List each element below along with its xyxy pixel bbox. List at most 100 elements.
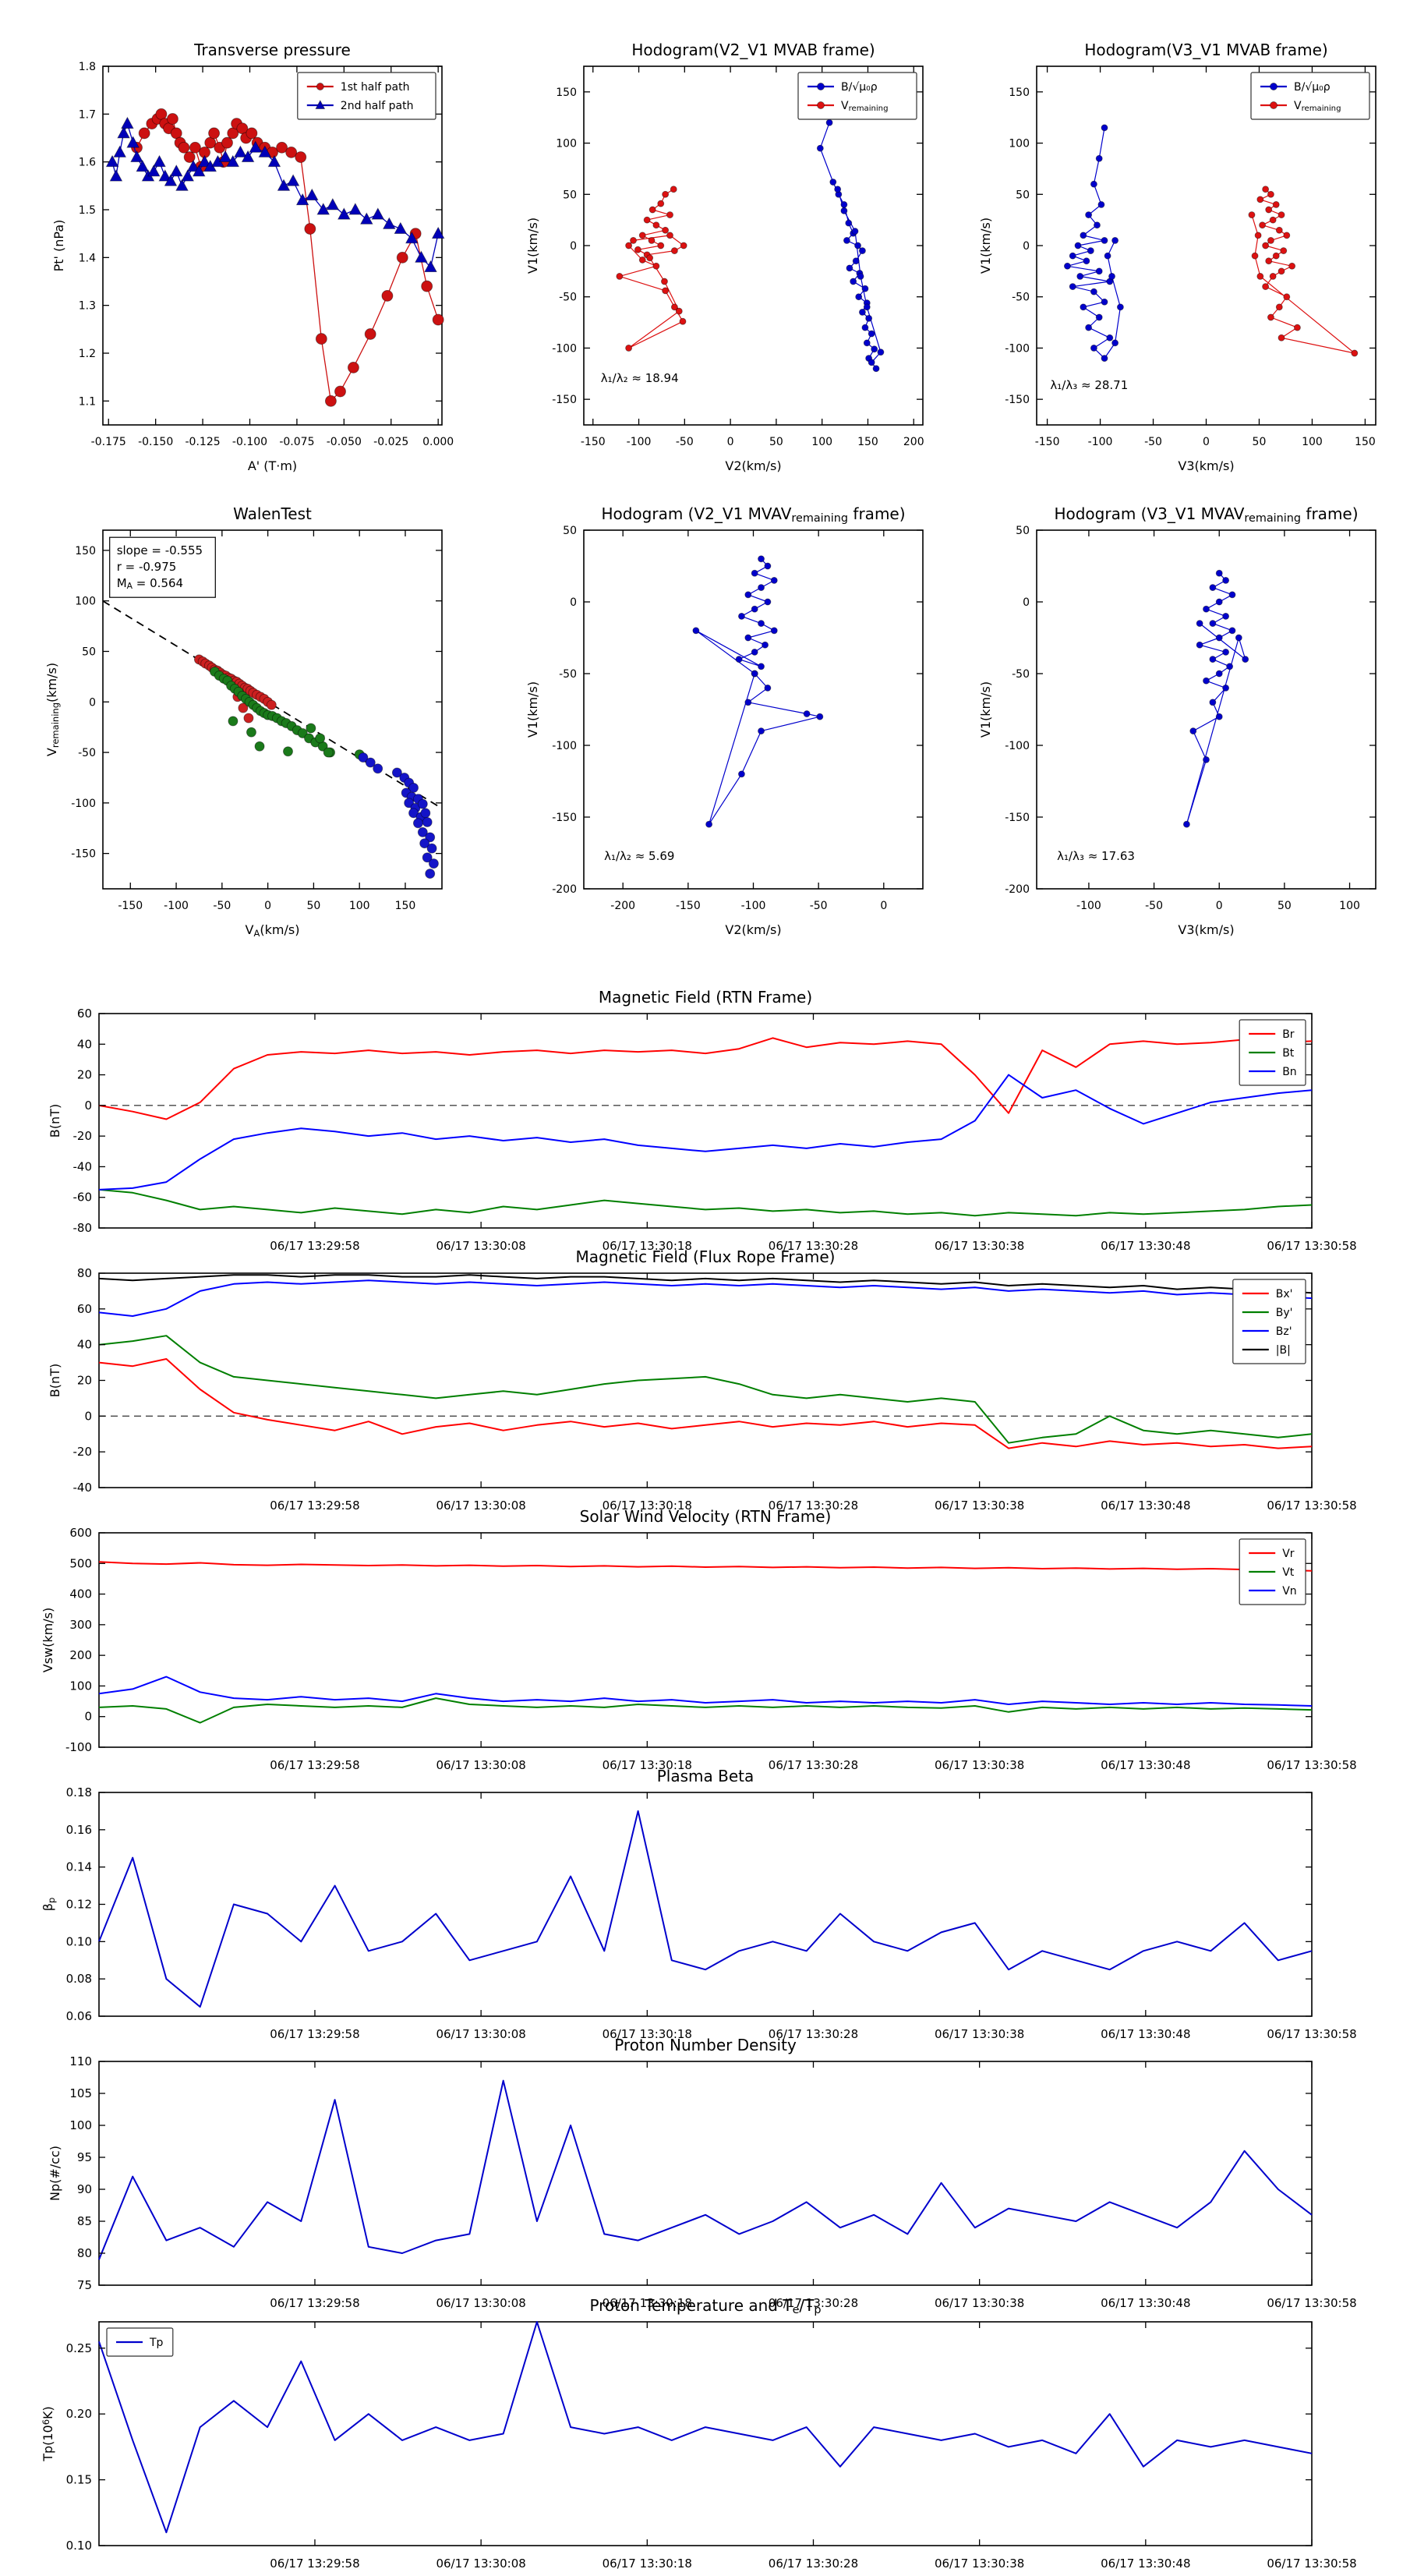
- svg-text:600: 600: [69, 1526, 92, 1540]
- svg-text:-50: -50: [559, 292, 577, 304]
- svg-text:06/17 13:29:58: 06/17 13:29:58: [270, 1239, 359, 1253]
- svg-text:0: 0: [570, 240, 577, 253]
- svg-text:-50: -50: [810, 900, 828, 912]
- svg-text:Bn: Bn: [1282, 1066, 1296, 1078]
- svg-text:Magnetic Field (Flux Rope Fram: Magnetic Field (Flux Rope Frame): [576, 1247, 836, 1266]
- svg-text:-40: -40: [73, 1159, 93, 1173]
- svg-text:V1(km/s): V1(km/s): [978, 681, 993, 738]
- panel-vsw: 06/17 13:29:58 06/17 13:30:08 06/17 13:30:…: [41, 1507, 1357, 1772]
- svg-text:100: 100: [1009, 138, 1030, 150]
- svg-text:-0.025: -0.025: [373, 436, 408, 448]
- panel-b-rtn: 06/17 13:29:58 06/17 13:30:08 06/17 13:30:…: [48, 988, 1357, 1253]
- svg-text:06/17 13:30:18: 06/17 13:30:18: [603, 1239, 692, 1253]
- svg-text:80: 80: [77, 2246, 92, 2260]
- svg-text:V1(km/s): V1(km/s): [978, 218, 993, 274]
- svg-text:0: 0: [84, 1099, 92, 1113]
- svg-text:V2(km/s): V2(km/s): [725, 458, 781, 473]
- svg-text:06/17 13:30:18: 06/17 13:30:18: [603, 2557, 692, 2571]
- svg-text:Hodogram(V3_V1 MVAB frame): Hodogram(V3_V1 MVAB frame): [1084, 41, 1327, 59]
- svg-text:50: 50: [306, 900, 320, 912]
- svg-text:0: 0: [1203, 436, 1210, 448]
- svg-text:Hodogram (V2_V1 MVAVremaining: Hodogram (V2_V1 MVAVremaining frame): [601, 504, 905, 525]
- svg-text:06/17 13:30:08: 06/17 13:30:08: [436, 2557, 525, 2571]
- svg-text:-50: -50: [1012, 292, 1030, 304]
- svg-text:06/17 13:30:48: 06/17 13:30:48: [1101, 1239, 1190, 1253]
- svg-text:06/17 13:30:48: 06/17 13:30:48: [1101, 2296, 1190, 2310]
- svg-text:150: 150: [395, 900, 416, 912]
- svg-text:-50: -50: [1144, 436, 1162, 448]
- svg-text:-100: -100: [552, 740, 577, 752]
- panel-hodogram-v2v1-mvab: -150 -100 -50 0 50 100 150 200 -150 -100 -50 0 50 100…: [525, 41, 924, 473]
- svg-text:300: 300: [69, 1618, 92, 1632]
- svg-text:06/17 13:30:28: 06/17 13:30:28: [769, 1758, 858, 1772]
- svg-text:06/17 13:30:08: 06/17 13:30:08: [436, 1758, 525, 1772]
- svg-text:VA(km/s): VA(km/s): [246, 922, 300, 939]
- svg-text:B/√μ₀ρ: B/√μ₀ρ: [1294, 81, 1331, 94]
- svg-text:Vt: Vt: [1282, 1566, 1295, 1579]
- panel-hodogram-v3v1-mvav: -100 -50 0 50 100 -200 -150 -100 -50 0 50 Hodogram …: [978, 504, 1376, 937]
- svg-text:105: 105: [69, 2086, 92, 2100]
- svg-text:-150: -150: [1005, 394, 1030, 406]
- svg-text:Bt: Bt: [1282, 1047, 1295, 1060]
- svg-text:20: 20: [77, 1374, 92, 1388]
- svg-text:06/17 13:30:48: 06/17 13:30:48: [1101, 2557, 1190, 2571]
- svg-text:V3(km/s): V3(km/s): [1178, 458, 1234, 473]
- svg-text:Vn: Vn: [1282, 1585, 1296, 1598]
- svg-text:06/17 13:30:08: 06/17 13:30:08: [436, 2027, 525, 2041]
- svg-text:06/17 13:30:18: 06/17 13:30:18: [603, 1499, 692, 1513]
- panel-beta: 06/17 13:29:58 06/17 13:30:08 06/17 13:30:…: [41, 1767, 1357, 2041]
- svg-text:06/17 13:30:18: 06/17 13:30:18: [603, 2296, 692, 2310]
- svg-text:-150: -150: [71, 848, 96, 861]
- svg-text:-100: -100: [741, 900, 766, 912]
- panel-tp: 06/17 13:29:58 06/17 13:30:08 06/17 13:30:…: [41, 2296, 1357, 2571]
- svg-text:150: 150: [556, 87, 577, 99]
- svg-text:200: 200: [69, 1648, 92, 1662]
- svg-text:V1(km/s): V1(km/s): [525, 681, 540, 738]
- svg-text:-0.125: -0.125: [186, 436, 221, 448]
- svg-text:Vsw(km/s): Vsw(km/s): [41, 1608, 55, 1672]
- svg-text:100: 100: [349, 900, 370, 912]
- svg-text:06/17 13:30:08: 06/17 13:30:08: [436, 1499, 525, 1513]
- svg-text:50: 50: [1016, 189, 1030, 201]
- svg-text:150: 150: [75, 545, 96, 557]
- svg-text:-150: -150: [552, 394, 577, 406]
- svg-text:0: 0: [1216, 900, 1223, 912]
- svg-text:0.15: 0.15: [66, 2473, 92, 2487]
- svg-text:βp: βp: [41, 1898, 57, 1912]
- svg-text:Solar Wind Velocity (RTN Frame: Solar Wind Velocity (RTN Frame): [580, 1507, 832, 1526]
- svg-text:0.25: 0.25: [66, 2341, 92, 2355]
- svg-text:Tp(106K): Tp(106K): [41, 2406, 55, 2462]
- svg-text:|B|: |B|: [1276, 1344, 1291, 1357]
- svg-text:06/17 13:30:38: 06/17 13:30:38: [935, 2027, 1024, 2041]
- svg-text:150: 150: [1355, 436, 1376, 448]
- svg-text:Br: Br: [1282, 1028, 1295, 1041]
- svg-text:Tp: Tp: [149, 2337, 164, 2349]
- svg-text:0.12: 0.12: [66, 1898, 92, 1912]
- svg-text:V1(km/s): V1(km/s): [525, 218, 540, 274]
- svg-text:0.10: 0.10: [66, 2539, 92, 2553]
- svg-text:slope = -0.555: slope = -0.555: [117, 543, 203, 557]
- svg-text:0: 0: [84, 1409, 92, 1423]
- svg-text:95: 95: [77, 2150, 92, 2164]
- svg-text:-0.075: -0.075: [279, 436, 314, 448]
- svg-text:-50: -50: [1145, 900, 1163, 912]
- svg-text:06/17 13:29:58: 06/17 13:29:58: [270, 2296, 359, 2310]
- svg-text:60: 60: [77, 1007, 92, 1021]
- svg-text:Plasma Beta: Plasma Beta: [657, 1767, 755, 1785]
- svg-text:100: 100: [1302, 436, 1323, 448]
- svg-text:1.2: 1.2: [79, 348, 96, 360]
- svg-text:0: 0: [89, 696, 96, 709]
- svg-text:-200: -200: [610, 900, 635, 912]
- svg-text:Vr: Vr: [1282, 1548, 1295, 1560]
- svg-text:06/17 13:30:28: 06/17 13:30:28: [769, 2557, 858, 2571]
- svg-text:r = -0.975: r = -0.975: [117, 560, 177, 574]
- svg-text:0: 0: [1023, 596, 1030, 609]
- svg-text:06/17 13:30:18: 06/17 13:30:18: [603, 2027, 692, 2041]
- svg-text:-150: -150: [1005, 812, 1030, 824]
- svg-text:Proton Temperature and Te/Tp: Proton Temperature and Te/Tp: [589, 2296, 821, 2316]
- svg-text:0.20: 0.20: [66, 2407, 92, 2421]
- svg-text:WalenTest: WalenTest: [233, 504, 312, 523]
- svg-text:-0.050: -0.050: [327, 436, 362, 448]
- svg-text:0: 0: [264, 900, 271, 912]
